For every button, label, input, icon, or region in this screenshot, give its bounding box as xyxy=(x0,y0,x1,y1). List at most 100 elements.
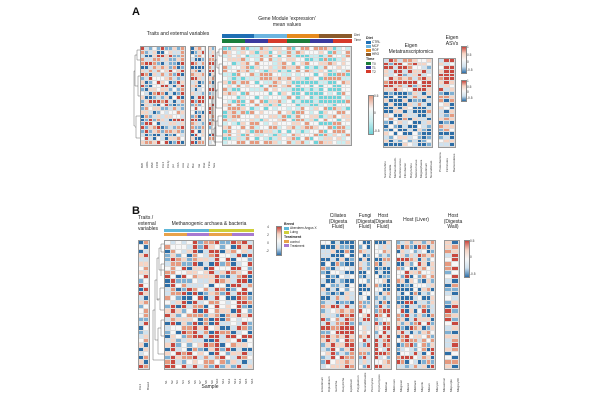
heatmap-cell xyxy=(181,364,187,369)
heatmap-cell xyxy=(422,121,428,125)
heatmap-cell xyxy=(328,99,333,104)
heatmap-cell xyxy=(367,266,371,271)
heatmap-cell xyxy=(236,73,242,78)
heatmap-cell xyxy=(444,136,450,140)
heatmap-cell xyxy=(430,360,435,365)
colorbar-tick: 1 xyxy=(467,79,469,83)
heatmap-cell xyxy=(187,266,193,271)
heatmap-cell xyxy=(408,62,413,67)
heatmap-cell xyxy=(236,322,242,327)
heatmap-cell xyxy=(305,92,310,96)
heatmap-cell xyxy=(141,73,145,78)
heatmap-cell xyxy=(209,122,212,127)
panel-b-fungi-title: Fungi (Digesta Fluid) xyxy=(355,213,375,230)
panel-b-traits-heatmap xyxy=(138,240,150,370)
heatmap-cell xyxy=(350,266,355,271)
heatmap-cell xyxy=(165,364,171,369)
heatmap-cell xyxy=(169,50,173,55)
heatmap-cell xyxy=(227,103,233,108)
heatmap-cell xyxy=(383,266,387,271)
heatmap-cell xyxy=(145,84,149,89)
heatmap-cell xyxy=(223,50,228,55)
heatmap-cell xyxy=(418,351,423,357)
heatmap-cell xyxy=(198,69,202,74)
heatmap-cell xyxy=(165,111,169,115)
heatmap-cell xyxy=(401,249,406,254)
heatmap-cell xyxy=(194,47,198,51)
heatmap-cell xyxy=(225,253,231,259)
heatmap-cell xyxy=(408,77,413,81)
annotation-bar-segment xyxy=(231,39,236,43)
heatmap-cell xyxy=(449,128,455,133)
heatmap-cell xyxy=(319,54,324,59)
heatmap-cell xyxy=(247,296,253,301)
heatmap-cell xyxy=(422,279,427,284)
heatmap-cell xyxy=(165,317,171,323)
heatmap-cell xyxy=(337,88,342,93)
heatmap-cell xyxy=(268,88,274,93)
heatmap-cell xyxy=(259,62,265,66)
heatmap-cell xyxy=(220,262,226,267)
heatmap-cell xyxy=(203,249,209,254)
panel-a-colorbar-2-ticks: 1 0.5 0 -0.5 xyxy=(467,45,473,72)
heatmap-cell xyxy=(192,287,198,293)
heatmap-cell xyxy=(367,305,371,310)
heatmap-cell xyxy=(209,360,215,365)
heatmap-cell xyxy=(212,118,215,123)
heatmap-cell xyxy=(403,92,408,96)
heatmap-cell xyxy=(227,62,233,66)
heatmap-cell xyxy=(430,347,435,352)
heatmap-cell xyxy=(157,92,161,96)
heatmap-cell xyxy=(430,249,435,254)
heatmap-cell xyxy=(170,275,176,280)
heatmap-cell xyxy=(412,125,418,129)
annotation-bar-segment xyxy=(214,233,221,236)
heatmap-cell xyxy=(449,117,455,122)
heatmap-cell xyxy=(176,287,182,293)
heatmap-cell xyxy=(282,103,287,108)
heatmap-cell xyxy=(426,356,431,361)
heatmap-cell xyxy=(264,107,269,112)
heatmap-cell xyxy=(335,262,341,267)
heatmap-cell xyxy=(363,330,367,335)
heatmap-cell xyxy=(245,62,251,66)
heatmap-cell xyxy=(209,364,215,369)
heatmap-cell xyxy=(305,141,310,145)
annotation-bar-segment xyxy=(319,34,325,38)
heatmap-cell xyxy=(452,360,459,365)
heatmap-cell xyxy=(245,80,251,85)
heatmap-cell xyxy=(176,326,182,331)
heatmap-cell xyxy=(296,73,301,78)
annotation-bar-segment xyxy=(225,233,232,236)
heatmap-cell xyxy=(255,141,260,145)
heatmap-cell xyxy=(241,69,246,74)
heatmap-cell xyxy=(309,133,315,138)
heatmap-cell xyxy=(192,241,198,246)
annotation-bar-segment xyxy=(324,39,329,43)
heatmap-cell xyxy=(187,292,193,297)
heatmap-cell xyxy=(398,70,404,74)
heatmap-cell xyxy=(387,313,391,318)
heatmap-cell xyxy=(444,62,450,67)
heatmap-cell xyxy=(255,99,260,104)
heatmap-cell xyxy=(223,114,228,119)
heatmap-cell xyxy=(242,305,248,310)
heatmap-cell xyxy=(181,114,185,119)
heatmap-cell xyxy=(413,253,419,259)
heatmap-cell xyxy=(383,313,387,318)
heatmap-cell xyxy=(408,121,413,125)
heatmap-cell xyxy=(444,66,450,70)
heatmap-cell xyxy=(209,292,215,297)
legend-label: Luing xyxy=(290,230,298,235)
heatmap-cell xyxy=(328,137,333,142)
heatmap-cell xyxy=(165,73,169,78)
heatmap-cell xyxy=(223,126,228,130)
heatmap-cell xyxy=(345,270,351,276)
heatmap-cell xyxy=(335,253,341,259)
heatmap-cell xyxy=(321,292,326,297)
heatmap-cell xyxy=(145,96,149,100)
heatmap-cell xyxy=(383,245,387,250)
heatmap-cell xyxy=(201,80,205,85)
heatmap-cell xyxy=(236,339,242,344)
heatmap-cell xyxy=(408,92,413,96)
